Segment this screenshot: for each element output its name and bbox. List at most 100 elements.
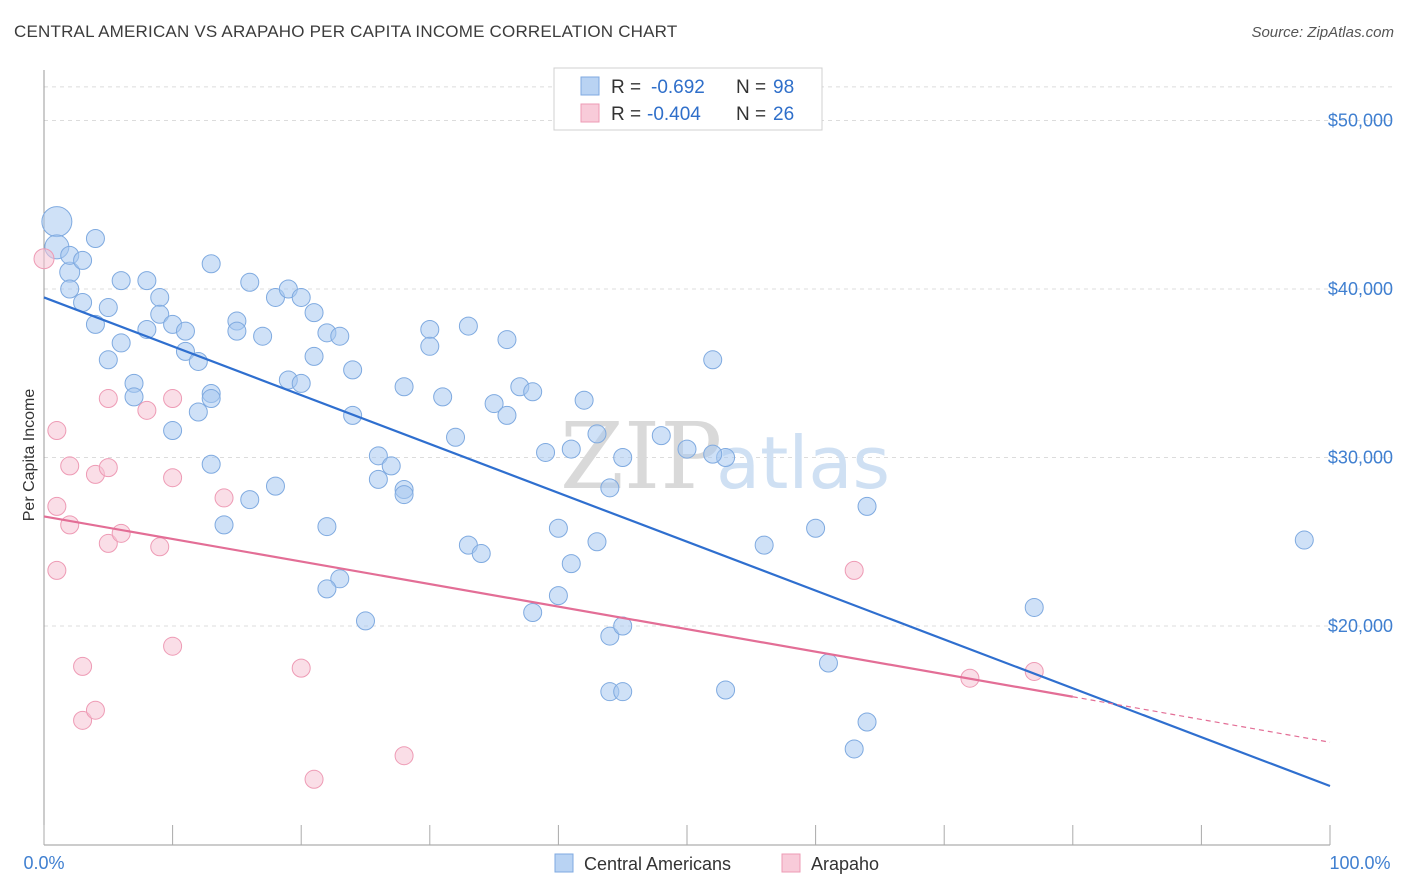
y-tick-label: $40,000 (1328, 279, 1393, 299)
data-point (1024, 597, 1044, 617)
data-point (446, 427, 466, 447)
data-point (703, 444, 723, 464)
data-point (175, 321, 195, 341)
data-point (98, 458, 118, 478)
data-point (111, 333, 131, 353)
data-point (137, 271, 157, 291)
data-point (47, 560, 67, 580)
stats-r-value-1: -0.404 (647, 104, 701, 125)
data-point (304, 769, 324, 789)
data-point (548, 586, 568, 606)
watermark-atlas: atlas (716, 421, 890, 505)
data-point (60, 456, 80, 476)
y-tick-labels: $20,000 $30,000 $40,000 $50,000 (1328, 111, 1393, 636)
stats-swatch-central-americans (580, 76, 600, 96)
x-tick-label-min: 0.0% (23, 853, 64, 873)
data-point (201, 389, 221, 409)
data-point (163, 636, 183, 656)
data-point (857, 496, 877, 516)
data-point (330, 326, 350, 346)
y-axis-label: Per Capita Income (21, 389, 38, 522)
data-point (214, 515, 234, 535)
data-point (85, 228, 105, 248)
data-point (41, 206, 73, 238)
data-point (677, 439, 697, 459)
x-ticks (43, 825, 1331, 845)
source-credit: Source: ZipAtlas.com (1251, 24, 1394, 41)
series-legend: Central Americans Arapaho (554, 853, 879, 874)
data-point (47, 496, 67, 516)
data-point (613, 448, 633, 467)
data-point (227, 321, 247, 341)
data-point (1294, 530, 1314, 550)
legend-label-central-americans: Central Americans (584, 854, 731, 874)
stats-legend: R = -0.692 N = 98 R = -0.404 N = 26 (553, 67, 823, 131)
data-point (47, 421, 67, 441)
data-point (561, 554, 581, 574)
data-point (201, 254, 221, 274)
watermark: ZIP atlas (560, 403, 890, 510)
data-point (651, 426, 671, 446)
data-point (420, 336, 440, 356)
data-point (163, 389, 183, 409)
data-point (150, 287, 170, 307)
data-point (330, 569, 350, 589)
data-point (85, 700, 105, 720)
data-point (574, 390, 594, 410)
data-point (857, 712, 877, 732)
data-point (458, 316, 478, 336)
data-point (844, 739, 864, 759)
legend-swatch-central-americans (554, 853, 574, 873)
legend-label-arapaho: Arapaho (811, 854, 879, 874)
data-point (124, 387, 144, 407)
stats-n-value-1: 26 (773, 104, 794, 125)
data-point (33, 248, 55, 270)
data-point (73, 250, 93, 270)
data-point (201, 454, 221, 474)
data-point (433, 387, 453, 407)
data-point (343, 360, 363, 380)
data-point (317, 579, 337, 599)
data-point (613, 682, 633, 702)
watermark-zip: ZIP (560, 403, 722, 510)
data-point (98, 298, 118, 318)
data-point (356, 611, 375, 631)
stats-n-label-1: N = (736, 104, 766, 125)
data-point (111, 523, 131, 543)
data-point (548, 518, 568, 538)
data-point (523, 382, 543, 402)
data-point (420, 319, 440, 339)
data-point (394, 485, 414, 505)
data-point (523, 603, 543, 622)
data-point (98, 533, 118, 553)
legend-swatch-arapaho (781, 853, 801, 873)
data-point (304, 346, 324, 366)
data-point (240, 490, 260, 510)
stats-r-label-1: R = (611, 104, 641, 125)
data-point (587, 532, 607, 552)
data-point (381, 456, 401, 476)
stats-n-value-0: 98 (773, 77, 794, 98)
data-point (291, 287, 311, 307)
data-point (368, 469, 388, 489)
data-point (137, 400, 157, 420)
data-point (60, 279, 80, 299)
data-point (484, 394, 504, 414)
data-point (73, 656, 93, 676)
data-point (497, 330, 517, 350)
data-point (163, 468, 183, 488)
series-central-americans-points (41, 206, 1314, 759)
data-point (587, 424, 607, 444)
data-point (368, 446, 388, 466)
data-point (291, 658, 311, 678)
data-point (754, 535, 774, 555)
data-point (253, 326, 273, 346)
data-point (844, 560, 864, 580)
stats-swatch-arapaho (580, 103, 600, 123)
data-point (85, 314, 105, 334)
data-point (188, 402, 208, 422)
data-point (394, 746, 414, 766)
data-point (818, 653, 838, 673)
data-point (111, 271, 131, 291)
